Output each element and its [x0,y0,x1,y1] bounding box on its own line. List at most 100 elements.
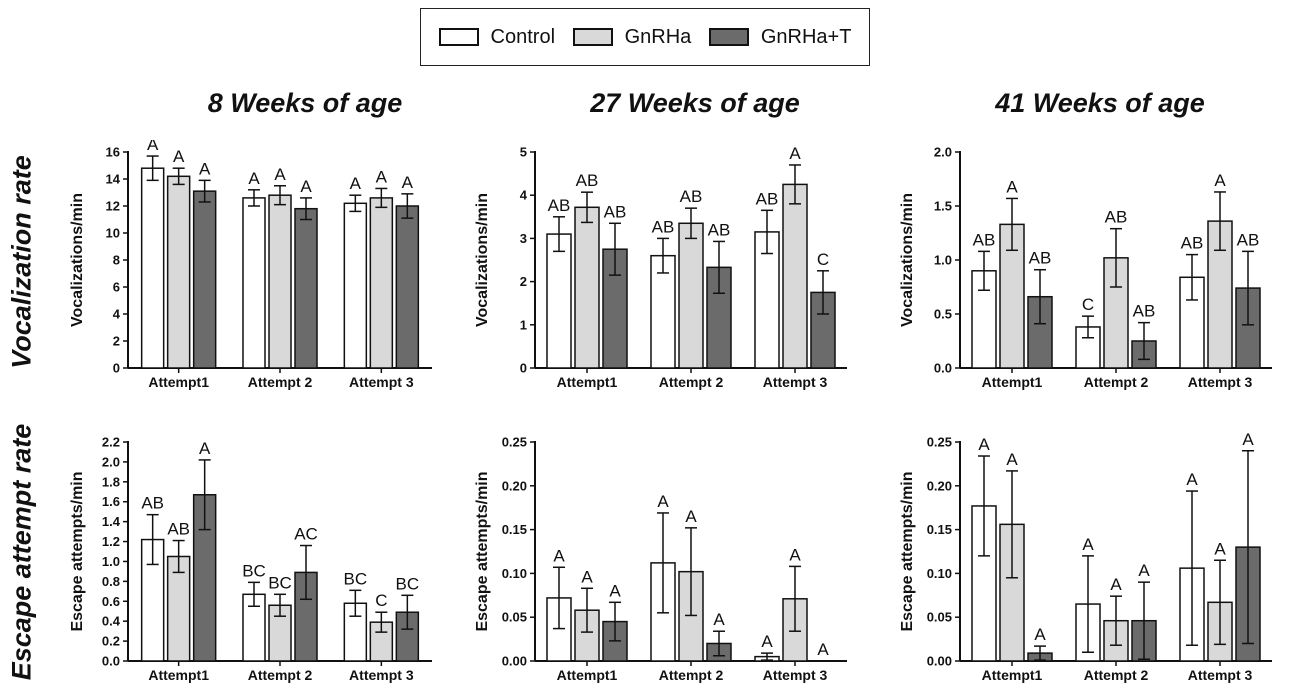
significance-letter: AB [708,220,731,239]
significance-letter: A [173,147,185,166]
x-tick-label: Attempt 2 [248,374,313,390]
bar-gnrha [574,206,600,369]
significance-letter: AB [167,520,190,539]
bar-gnrha [268,194,292,369]
legend-label-control: Control [490,25,556,48]
significance-letter: A [789,144,801,163]
significance-letter: C [375,591,387,610]
x-tick-label: Attempt 3 [349,667,414,683]
significance-letter: A [1006,450,1018,469]
significance-letter: BC [268,573,292,592]
column-title-27-weeks: 27 Weeks of age [590,88,800,118]
legend-item-control: Control [438,25,556,49]
significance-letter: AB [680,187,703,206]
x-tick-label: Attempt 3 [763,667,828,683]
significance-letter: A [199,439,211,458]
y-tick-label: 1.2 [102,534,120,549]
bar-gnrha [782,183,808,369]
y-tick-label: 1.0 [102,554,120,569]
x-tick-label: Attempt1 [982,667,1043,683]
chart-panel-vocal-41wk: Vocalizations/min 0.0 0.5 1.0 1.5 2.0 Attempt1… [899,145,1272,390]
significance-letter: AB [973,230,996,249]
significance-letter: AB [1133,302,1156,321]
y-tick-label: 0.25 [927,435,952,450]
significance-letter: A [685,507,697,526]
bar-control [754,231,780,369]
y-tick-label: 0.15 [502,522,527,537]
x-tick-label: Attempt 2 [248,667,313,683]
y-tick-label: 8 [113,253,120,268]
legend-item-gnrha-t: GnRHa+T [708,26,851,49]
y-tick-label: 2 [520,274,527,289]
significance-letter: A [248,169,260,188]
y-tick-label: 0 [520,361,527,376]
y-tick-label: 12 [106,199,120,214]
significance-letter: AB [576,171,599,190]
significance-letter: C [817,250,829,269]
bar-gnrha-t [395,205,420,369]
bar-gnrha-t [294,207,318,369]
significance-letter: A [1110,575,1122,594]
significance-letter: A [376,167,388,186]
x-tick-label: Attempt 2 [659,374,724,390]
x-tick-label: Attempt 2 [1084,667,1149,683]
y-tick-label: 2 [113,334,120,349]
significance-letter: AB [756,189,779,208]
y-tick-label: 0.00 [502,654,527,669]
significance-letter: A [581,567,593,586]
significance-letter: A [1242,430,1254,449]
chart-panel-escape-8wk: Escape attempts/min 0.0 0.2 0.4 0.6 0.8 1.0 1.2… [69,435,432,683]
y-tick-label: 6 [113,280,120,295]
x-tick-label: Attempt1 [557,374,618,390]
column-title-41-weeks: 41 Weeks of age [995,88,1205,118]
y-tick-label: 0.4 [102,614,121,629]
y-tick-label: 0.10 [502,566,527,581]
bar-control [343,202,368,369]
bar-gnrha [678,222,704,369]
significance-letter: AB [652,217,675,236]
chart-panel-vocal-8wk: Vocalizations/min0246810121416Attempt1AA… [69,140,432,390]
significance-letter: A [1034,625,1046,644]
x-tick-label: Attempt 2 [1084,374,1149,390]
y-tick-label: 10 [106,226,120,241]
bar-gnrha [166,175,191,369]
y-tick-label: 0.05 [927,610,952,625]
row-title-vocalization: Vocalization rate [6,155,37,369]
x-tick-label: Attempt 3 [1188,374,1253,390]
legend: Control GnRHa GnRHa+T [420,8,870,66]
significance-letter: BC [242,561,266,580]
legend-swatch-control [438,28,479,46]
chart-panel-vocal-27wk: Vocalizations/min 0 1 2 3 4 5 Attempt1 AB AB AB Att… [474,144,847,390]
y-tick-label: 0.6 [102,594,120,609]
y-tick-label: 2.2 [102,435,120,450]
y-tick-label: 0.05 [502,610,527,625]
significance-letter: A [147,140,159,154]
y-tick-label: 1.0 [934,253,952,268]
chart-panel-escape-41wk: Escape attempts/min 0.00 0.05 0.10 0.15 0.20 0… [899,430,1272,683]
y-tick-label: 4 [113,307,121,322]
y-tick-label: 0.0 [102,654,120,669]
y-axis-label: Vocalizations/min [899,193,916,327]
y-tick-label: 1 [520,317,527,332]
x-tick-label: Attempt 3 [763,374,828,390]
significance-letter: AB [548,196,571,215]
y-axis-label: Escape attempts/min [69,471,86,631]
significance-letter: AB [1105,208,1128,227]
x-tick-label: Attempt1 [557,667,618,683]
significance-letter: AB [1237,230,1260,249]
y-tick-label: 0.00 [927,654,952,669]
x-tick-label: Attempt1 [148,667,209,683]
significance-letter: C [1082,295,1094,314]
y-axis-label: Vocalizations/min [69,193,86,327]
y-tick-label: 0.0 [934,361,952,376]
significance-letter: A [657,492,669,511]
significance-letter: A [609,581,621,600]
significance-letter: A [350,174,362,193]
y-tick-label: 0.10 [927,566,952,581]
y-tick-label: 0.25 [502,435,527,450]
significance-letter: A [199,159,211,178]
significance-letter: A [761,632,773,651]
y-tick-label: 1.8 [102,474,120,489]
column-title-8-weeks: 8 Weeks of age [207,88,403,118]
y-axis-label: Vocalizations/min [474,193,491,327]
